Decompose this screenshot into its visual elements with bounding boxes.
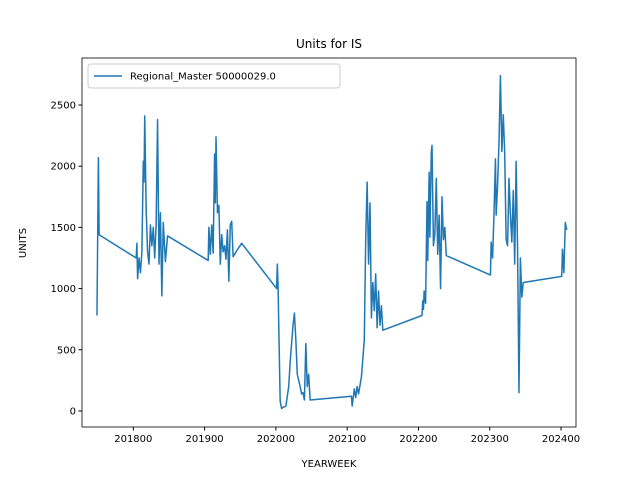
x-axis-label: YEARWEEK: [301, 459, 357, 470]
line: [96, 74, 568, 410]
x-tick-label: 201900: [186, 434, 224, 445]
legend-label: Regional_Master 50000029.0: [130, 72, 276, 83]
y-axis-label: UNITS: [18, 228, 29, 258]
x-tick-label: 202300: [471, 434, 509, 445]
y-tick-label: 0: [70, 406, 76, 417]
y-tick-label: 2000: [51, 162, 76, 173]
plot-frame: [81, 57, 577, 428]
x-tick-label: 201800: [114, 434, 152, 445]
y-tick-label: 1500: [51, 223, 76, 234]
legend-box: [87, 63, 341, 89]
x-tick-label: 202100: [328, 434, 366, 445]
y-tick-label: 500: [57, 345, 76, 356]
x-tick-label: 202200: [399, 434, 437, 445]
y-tick-label: 2500: [51, 100, 76, 111]
y-tick-label: 1000: [51, 284, 76, 295]
chart-title: Units for IS: [296, 37, 362, 51]
x-tick-label: 202400: [542, 434, 580, 445]
x-tick-label: 202000: [257, 434, 295, 445]
